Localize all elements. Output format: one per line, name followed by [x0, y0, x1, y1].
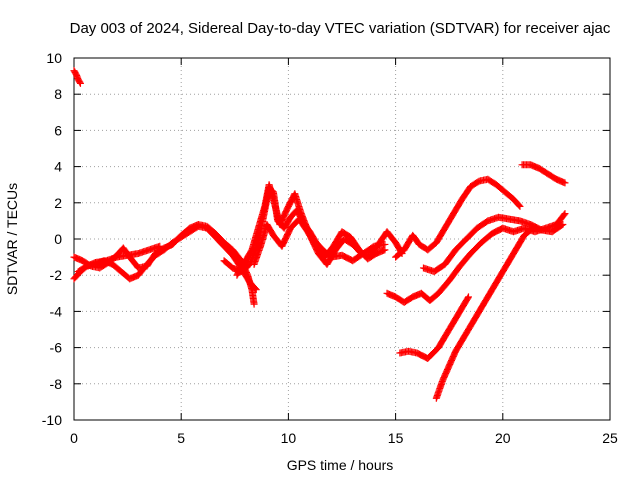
y-tick-label: 10 [46, 50, 62, 66]
series-group [70, 67, 569, 402]
x-tick-label: 10 [281, 430, 297, 446]
data-point [76, 79, 84, 87]
y-tick-label: -8 [50, 376, 63, 392]
series-arc-8 [392, 175, 524, 261]
data-point [528, 225, 536, 233]
series-arc-9 [419, 213, 567, 276]
x-tick-label: 15 [388, 430, 404, 446]
data-point [464, 293, 472, 301]
y-tick-label: -6 [50, 340, 63, 356]
y-tick-label: 2 [54, 195, 62, 211]
data-point [464, 294, 472, 302]
y-tick-label: -2 [50, 267, 63, 283]
series-arc-13 [518, 161, 569, 187]
x-tick-label: 25 [602, 430, 618, 446]
x-axis-label: GPS time / hours [287, 457, 394, 473]
data-point [252, 286, 260, 294]
series-arc-11 [396, 293, 472, 362]
data-point [560, 211, 568, 219]
data-point [251, 285, 259, 293]
x-tick-label: 20 [495, 430, 511, 446]
series-arc-12 [432, 224, 537, 402]
data-point [558, 221, 566, 229]
y-axis-label: SDTVAR / TECUs [4, 183, 20, 295]
series-arc-10 [383, 210, 569, 306]
y-tick-label: 0 [54, 231, 62, 247]
series-arc-4 [74, 222, 260, 294]
series-arc-1 [70, 67, 84, 87]
series-arc-7 [250, 215, 389, 268]
y-tick-label: 6 [54, 122, 62, 138]
plot-border [73, 57, 611, 421]
data-point [561, 179, 569, 187]
axes: 0 5 10 15 20 25 -10 -8 -6 -4 -2 0 2 4 6 8 10 [42, 50, 618, 446]
data-point [76, 78, 84, 86]
y-tick-label: 4 [54, 159, 62, 175]
data-point [515, 201, 523, 209]
y-tick-label: -4 [50, 303, 63, 319]
data-point [561, 210, 569, 218]
x-tick-label: 5 [177, 430, 185, 446]
data-point [381, 246, 389, 254]
data-point [529, 224, 537, 232]
x-tick-label: 0 [70, 430, 78, 446]
y-tick-label: -10 [42, 412, 62, 428]
series-arc-6 [233, 181, 406, 279]
data-point [516, 202, 524, 210]
data-point [250, 300, 258, 308]
chart-title: Day 003 of 2024, Sidereal Day-to-day VTE… [70, 20, 611, 37]
data-point [559, 221, 567, 229]
y-tick-label: 8 [54, 86, 62, 102]
